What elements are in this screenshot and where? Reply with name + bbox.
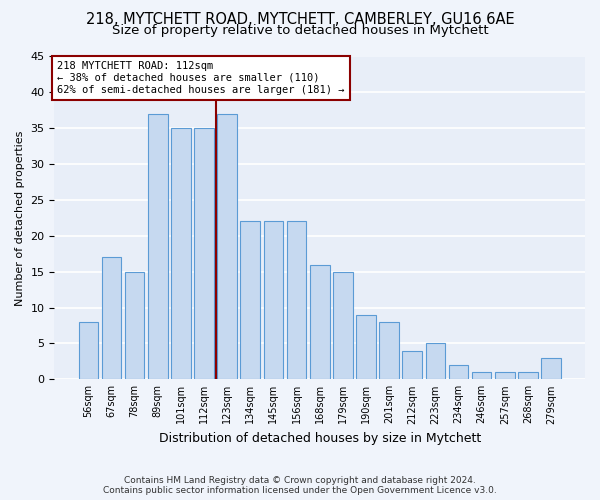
Bar (379, 322, 399, 380)
Y-axis label: Number of detached properties: Number of detached properties (15, 130, 25, 306)
Text: Size of property relative to detached houses in Mytchett: Size of property relative to detached ho… (112, 24, 488, 37)
Bar (101, 258, 121, 380)
Bar (241, 222, 260, 380)
Bar (449, 365, 469, 380)
Bar (333, 272, 353, 380)
Bar (79, 322, 98, 380)
Bar (495, 372, 515, 380)
Bar (472, 372, 491, 380)
Bar (287, 222, 307, 380)
Bar (356, 314, 376, 380)
Bar (194, 128, 214, 380)
Text: 218 MYTCHETT ROAD: 112sqm
← 38% of detached houses are smaller (110)
62% of semi: 218 MYTCHETT ROAD: 112sqm ← 38% of detac… (57, 62, 344, 94)
Bar (403, 350, 422, 380)
Bar (310, 264, 329, 380)
Bar (263, 222, 283, 380)
Bar (125, 272, 145, 380)
Bar (425, 344, 445, 380)
Text: 218, MYTCHETT ROAD, MYTCHETT, CAMBERLEY, GU16 6AE: 218, MYTCHETT ROAD, MYTCHETT, CAMBERLEY,… (86, 12, 514, 28)
Bar (518, 372, 538, 380)
Bar (217, 114, 237, 380)
Text: Contains HM Land Registry data © Crown copyright and database right 2024.
Contai: Contains HM Land Registry data © Crown c… (103, 476, 497, 495)
Bar (541, 358, 561, 380)
Bar (171, 128, 191, 380)
Bar (148, 114, 167, 380)
X-axis label: Distribution of detached houses by size in Mytchett: Distribution of detached houses by size … (158, 432, 481, 445)
